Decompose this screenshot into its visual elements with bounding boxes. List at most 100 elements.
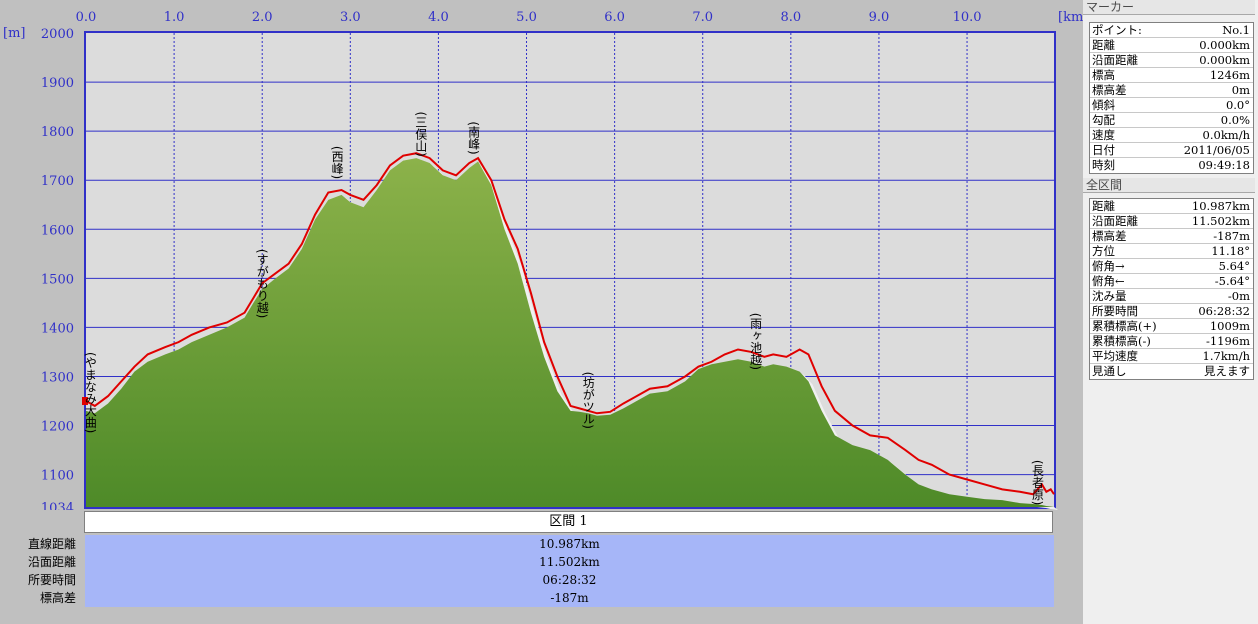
property-value: -5.64° <box>1214 274 1250 288</box>
start-marker[interactable] <box>82 397 88 406</box>
waypoint-label: (坊がツル) <box>581 372 595 429</box>
waypoint-label: (やまなみ大曲) <box>83 352 97 433</box>
property-value: 11.502km <box>1191 214 1250 228</box>
waypoint-label: (長者原) <box>1031 460 1045 505</box>
total-table: 距離 10.987km 沿面距離 11.502km 標高差 -187m 方位 11.18° 俯角… <box>1089 198 1254 380</box>
property-key: 距離 <box>1092 38 1115 52</box>
property-row: 所要時間 06:28:32 <box>1090 304 1253 319</box>
segment-row-label: 直線距離 <box>27 537 76 551</box>
waypoint-label: (すがもり越) <box>255 249 269 318</box>
property-row: 沈み量 -0m <box>1090 289 1253 304</box>
y-tick-label: 1800 <box>41 125 74 140</box>
total-section-title: 全区間 <box>1083 178 1255 193</box>
property-value: 0m <box>1231 83 1250 97</box>
property-key: 累積標高(+) <box>1092 319 1157 333</box>
track-line <box>85 152 1055 496</box>
property-value: 1246m <box>1209 68 1250 82</box>
property-key: 時刻 <box>1092 158 1115 172</box>
property-row: 沿面距離 0.000km <box>1090 53 1253 68</box>
info-sidebar: マーカー ポイント: No.1 距離 0.000km 沿面距離 0.000km 標高 1246… <box>1083 0 1258 624</box>
property-row: ポイント: No.1 <box>1090 23 1253 38</box>
x-tick-label: 0.0 <box>76 10 97 25</box>
property-row: 沿面距離 11.502km <box>1090 214 1253 229</box>
marker-section-title: マーカー <box>1083 0 1255 15</box>
property-row: 時刻 09:49:18 <box>1090 158 1253 173</box>
segment-header[interactable]: 区間 1 <box>84 511 1053 533</box>
y-tick-label: 1034 <box>41 501 74 510</box>
property-key: 沈み量 <box>1092 289 1127 303</box>
property-key: 標高差 <box>1092 83 1127 97</box>
segment-table: 直線距離 10.987km 沿面距離 11.502km 所要時間 06:28:32 標高差 -… <box>0 535 1055 607</box>
property-key: 俯角← <box>1092 274 1125 288</box>
property-key: 累積標高(-) <box>1092 334 1151 348</box>
y-tick-label: 1400 <box>41 321 74 336</box>
property-row: 累積標高(-) -1196m <box>1090 334 1253 349</box>
waypoint-label: (西峰) <box>330 146 344 179</box>
y-tick-label: 1300 <box>41 370 74 385</box>
property-key: 方位 <box>1092 244 1115 258</box>
x-tick-label: 3.0 <box>340 10 361 25</box>
x-tick-label: 9.0 <box>869 10 890 25</box>
x-tick-label: 6.0 <box>604 10 625 25</box>
segment-row: 標高差 -187m <box>0 589 1055 607</box>
y-tick-label: 1900 <box>41 76 74 91</box>
segment-row-label: 沿面距離 <box>27 555 76 569</box>
x-tick-label: 5.0 <box>516 10 537 25</box>
segment-row: 直線距離 10.987km <box>0 535 1055 553</box>
profile-areas <box>82 152 1058 510</box>
property-value: 10.987km <box>1191 199 1250 213</box>
property-key: 距離 <box>1092 199 1115 213</box>
x-tick-label: 1.0 <box>164 10 185 25</box>
segment-row-value: 11.502km <box>85 553 1054 571</box>
property-key: 沿面距離 <box>1092 214 1138 228</box>
y-tick-label: 1200 <box>41 420 74 435</box>
property-value: No.1 <box>1222 23 1250 37</box>
property-value: 2011/06/05 <box>1183 143 1250 157</box>
property-row: 日付 2011/06/05 <box>1090 143 1253 158</box>
property-key: 平均速度 <box>1092 349 1138 363</box>
property-row: 標高差 -187m <box>1090 229 1253 244</box>
segment-row-label: 所要時間 <box>27 573 76 587</box>
property-key: 沿面距離 <box>1092 53 1138 67</box>
x-tick-label: 8.0 <box>780 10 801 25</box>
segment-row: 所要時間 06:28:32 <box>0 571 1055 589</box>
property-value: 0.000km <box>1199 38 1250 52</box>
elevation-profile-chart[interactable]: 2000 1900 1800 1700 1600 1500 1400 1300 1200 1100… <box>0 0 1083 510</box>
y-axis-unit: [m] <box>3 26 25 41</box>
segment-row-value: 06:28:32 <box>85 571 1054 589</box>
waypoint-label: (雨ヶ池越) <box>749 313 763 370</box>
marker-table: ポイント: No.1 距離 0.000km 沿面距離 0.000km 標高 1246m 標高差 0… <box>1089 22 1254 174</box>
property-key: 日付 <box>1092 143 1115 157</box>
property-value: 5.64° <box>1218 259 1250 273</box>
x-axis-unit: [km] <box>1058 10 1083 25</box>
property-value: 11.18° <box>1211 244 1250 258</box>
property-row: 距離 10.987km <box>1090 199 1253 214</box>
x-tick-label: 7.0 <box>692 10 713 25</box>
property-key: ポイント: <box>1092 23 1142 37</box>
property-key: 標高 <box>1092 68 1115 82</box>
property-row: 傾斜 0.0° <box>1090 98 1253 113</box>
property-value: 06:28:32 <box>1198 304 1250 318</box>
property-value: 1.7km/h <box>1202 349 1250 363</box>
x-axis-labels: 0.0 1.0 2.0 3.0 4.0 5.0 6.0 7.0 8.0 9.0 10.0 <box>76 10 982 25</box>
property-key: 俯角→ <box>1092 259 1125 273</box>
segment-row-label: 標高差 <box>39 591 76 605</box>
y-tick-label: 1500 <box>41 272 74 287</box>
property-row: 平均速度 1.7km/h <box>1090 349 1253 364</box>
property-row: 見通し 見えます <box>1090 364 1253 379</box>
property-value: 0.000km <box>1199 53 1250 67</box>
x-tick-label: 4.0 <box>428 10 449 25</box>
y-axis-labels: 2000 1900 1800 1700 1600 1500 1400 1300 1200 1100… <box>41 27 74 510</box>
property-row: 俯角← -5.64° <box>1090 274 1253 289</box>
property-value: 09:49:18 <box>1198 158 1250 172</box>
property-value: -0m <box>1227 289 1250 303</box>
property-value: 0.0% <box>1220 113 1250 127</box>
property-row: 勾配 0.0% <box>1090 113 1253 128</box>
terrain-area <box>86 158 1054 508</box>
waypoint-label: (南峰) <box>467 121 481 154</box>
segment-row: 沿面距離 11.502km <box>0 553 1055 571</box>
y-tick-label: 2000 <box>41 27 74 42</box>
property-row: 累積標高(+) 1009m <box>1090 319 1253 334</box>
segment-row-value: 10.987km <box>85 535 1054 553</box>
waypoint-annotations: (やまなみ大曲) (すがもり越) (西峰) (三俣山) (南峰) (坊がツル) (雨ヶ池越)… <box>83 112 1044 506</box>
